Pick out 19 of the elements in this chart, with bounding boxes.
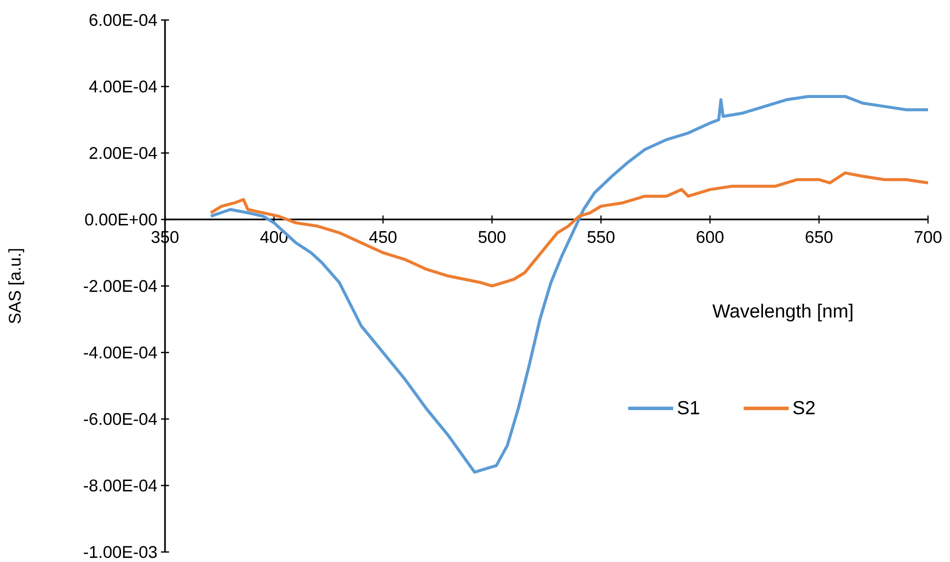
y-tick-label: -1.00E-03 bbox=[84, 546, 157, 558]
x-tick-label: 650 bbox=[806, 231, 832, 243]
y-tick-label: 0.00E+00 bbox=[85, 213, 157, 226]
y-tick-label: -6.00E-04 bbox=[84, 412, 157, 425]
x-tick-label: 700 bbox=[914, 231, 942, 243]
x-tick-label: 600 bbox=[696, 231, 724, 243]
legend-label: S1 bbox=[678, 400, 700, 414]
y-tick-label: -2.00E-04 bbox=[84, 280, 157, 292]
y-tick-label: -8.00E-04 bbox=[84, 479, 157, 492]
y-tick-label: -4.00E-04 bbox=[84, 346, 157, 358]
x-tick-label: 450 bbox=[369, 231, 396, 243]
y-tick-label: 4.00E-04 bbox=[89, 80, 157, 92]
x-tick-label: 500 bbox=[478, 231, 506, 243]
x-tick-label: 550 bbox=[588, 231, 614, 243]
y-tick-label: 6.00E-04 bbox=[90, 14, 157, 26]
y-axis-title: SAS [a.u.] bbox=[8, 249, 24, 324]
legend-label: S2 bbox=[793, 400, 815, 414]
x-axis-title: Wavelength [nm] bbox=[712, 304, 852, 322]
y-tick-label: 2.00E-04 bbox=[90, 146, 157, 159]
